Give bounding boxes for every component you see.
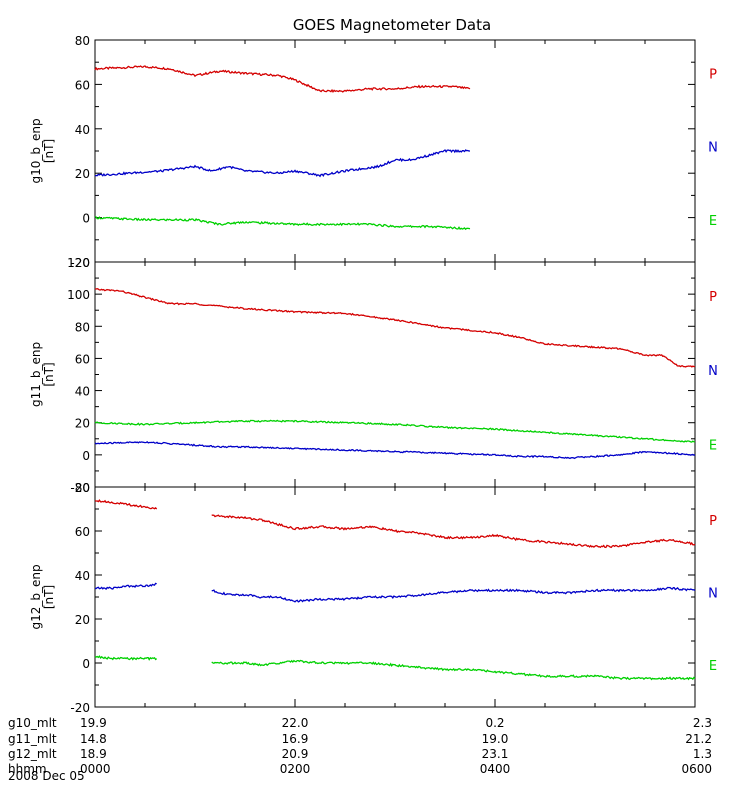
y-tick-label: 0 [82,657,90,671]
series-line-N [94,419,696,443]
x-tick-label: 22.0 [282,716,309,730]
x-tick-label: 0200 [280,762,311,776]
x-table-row-label: g12_mlt [8,747,57,761]
x-tick-label: 23.1 [482,747,509,761]
legend-label-N: N [708,587,718,602]
y-tick-label: 120 [67,256,90,270]
legend-label-P: P [709,290,717,305]
y-axis-unit: [nT] [42,585,56,609]
legend-label-P: P [709,514,717,529]
y-tick-label: -20 [70,481,90,495]
y-tick-label: 0 [82,449,90,463]
series-line-E [94,440,696,460]
y-tick-label: -20 [70,701,90,715]
series-line-N [94,582,157,591]
x-tick-label: 21.2 [685,732,712,746]
y-tick-label: 60 [75,78,90,92]
x-tick-label: 0400 [480,762,511,776]
series-line-N [211,586,696,603]
y-axis-label: g12_b_enp [29,564,43,629]
x-tick-label: 14.8 [80,732,107,746]
panel-1: -20 0 20 40 60 80 g10_b_enp [nT] P N E [29,34,718,270]
x-tick-label: 2.3 [693,716,712,730]
panel-frame [94,261,696,488]
legend-label-E: E [709,214,717,229]
series-line-P [211,514,696,549]
y-tick-label: 40 [75,569,90,583]
y-tick-label: 40 [75,123,90,137]
series-line-N [94,149,470,178]
y-tick-label: 20 [75,167,90,181]
date-label: 2008 Dec 05 [8,769,85,783]
y-tick-label: 80 [75,481,90,495]
y-tick-label: 0 [82,212,90,226]
series-line-E [94,655,158,661]
x-tick-label: 18.9 [80,747,107,761]
x-tick-label: 16.9 [282,732,309,746]
y-tick-label: 40 [75,385,90,399]
series-line-P [95,288,696,368]
y-axis-label: g11_b_enp [29,342,43,407]
y-tick-label: 100 [67,288,90,302]
y-axis-unit: [nT] [42,139,56,163]
x-table-row-label: hhmm [8,762,47,776]
series-line-E [94,216,471,231]
y-tick-label: -20 [70,256,90,270]
y-axis-unit: [nT] [42,362,56,386]
x-table-row-label: g11_mlt [8,732,57,746]
x-tick-label: 1.3 [693,747,712,761]
series-line-P [94,65,471,93]
legend-label-N: N [708,141,718,156]
x-table-row-label: g10_mlt [8,716,57,730]
legend-label-E: E [709,438,717,453]
y-tick-label: 20 [75,613,90,627]
chart-title: GOES Magnetometer Data [293,16,491,34]
legend-label-E: E [709,659,717,674]
y-tick-label: 80 [75,34,90,48]
series-line-E [211,659,696,681]
x-tick-label: 20.9 [282,747,309,761]
x-tick-label: 19.9 [80,716,107,730]
x-tick-label: 0600 [681,762,712,776]
legend-label-P: P [709,67,717,82]
x-tick-label: 0.2 [485,716,504,730]
x-tick-label: 0000 [80,762,111,776]
series-line-P [94,499,158,510]
y-tick-label: 60 [75,352,90,366]
legend-label-N: N [708,364,718,379]
y-axis-label: g10_b_enp [29,118,43,183]
y-tick-label: 60 [75,525,90,539]
y-tick-label: 80 [75,320,90,334]
y-tick-label: 20 [75,417,90,431]
x-tick-label: 19.0 [482,732,509,746]
panel-2: -20 0 20 40 60 80 100 120 g11_b_enp [nT] P N E [29,256,718,495]
panel-3: -20 0 20 40 60 80 g12_b_enp [nT] P N E [29,481,718,715]
